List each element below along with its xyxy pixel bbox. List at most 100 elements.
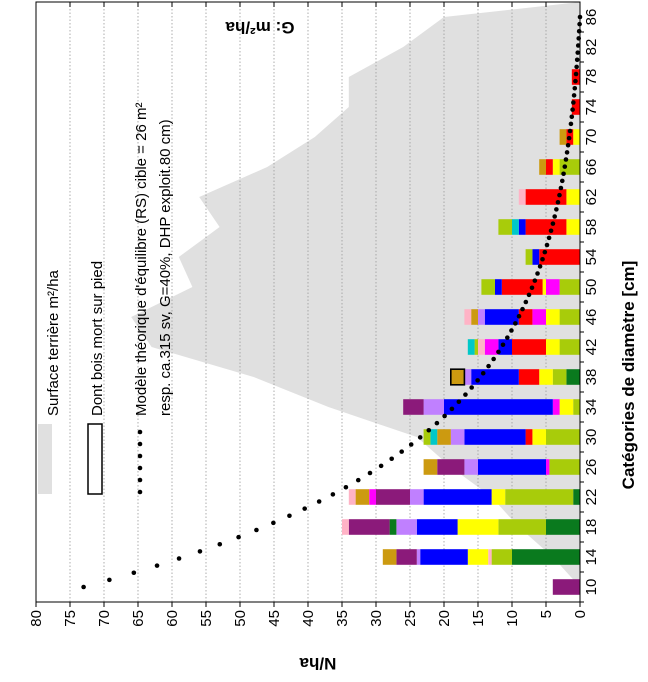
bar-segment-66 bbox=[559, 159, 580, 175]
bar-segment-14 bbox=[512, 549, 580, 565]
bar-segment-34 bbox=[444, 399, 553, 415]
model-dot bbox=[469, 385, 474, 390]
model-dot bbox=[520, 306, 525, 312]
bar-segment-38 bbox=[566, 369, 580, 385]
model-dot bbox=[575, 43, 581, 48]
model-dot bbox=[559, 178, 565, 184]
model-dot bbox=[254, 527, 259, 533]
bar-segment-26 bbox=[478, 459, 546, 475]
y-tick-label: 0 bbox=[572, 610, 589, 618]
model-dot bbox=[552, 214, 557, 219]
bar-segment-34 bbox=[573, 399, 580, 415]
x-tick-label: 10 bbox=[583, 579, 600, 596]
model-dot bbox=[442, 413, 447, 419]
bar-segment-30 bbox=[450, 429, 465, 445]
legend-model-dot bbox=[137, 489, 143, 495]
bar-segment-66 bbox=[546, 159, 553, 175]
x-tick-label: 82 bbox=[583, 39, 600, 56]
model-dot bbox=[569, 114, 575, 120]
bar-segment-70 bbox=[559, 129, 567, 145]
bar-segment-18 bbox=[498, 519, 546, 535]
model-dot bbox=[567, 128, 573, 134]
legend-model-label: Modèle théorique d'équilibre (RS) cible … bbox=[133, 103, 150, 416]
bar-segment-14 bbox=[420, 549, 468, 565]
model-dot bbox=[513, 321, 518, 326]
bar-segment-58 bbox=[566, 219, 580, 235]
y-tick-label: 5 bbox=[538, 610, 555, 618]
model-dot bbox=[236, 534, 241, 540]
y-tick-label: 70 bbox=[96, 610, 113, 627]
bar-segment-38 bbox=[518, 369, 540, 385]
y2-axis-label: G: m²/ha bbox=[225, 18, 294, 37]
bar-segment-58 bbox=[512, 219, 519, 235]
model-dot bbox=[330, 492, 336, 497]
model-dot bbox=[570, 107, 575, 112]
bar-segment-54 bbox=[539, 249, 580, 265]
model-dot bbox=[456, 399, 462, 405]
bar-segment-38 bbox=[552, 369, 567, 385]
model-dot bbox=[537, 264, 543, 269]
legend-area-label: Surface terrière m²/ha bbox=[45, 269, 62, 416]
bar-segment-46 bbox=[518, 309, 533, 325]
x-tick-label: 66 bbox=[583, 159, 600, 176]
model-dot bbox=[417, 435, 423, 440]
bar-segment-10 bbox=[552, 579, 580, 595]
x-tick-label: 46 bbox=[583, 309, 600, 326]
bar-segment-38 bbox=[464, 369, 472, 385]
model-dot bbox=[463, 392, 468, 397]
bar-segment-42 bbox=[467, 339, 475, 355]
bar-segment-18 bbox=[546, 519, 580, 535]
tick-labels: 0 5 10 15 20 25 30 35 40 45 50 55 60 65 70 75 80 10 14 18 22… bbox=[28, 2, 600, 627]
bar-segment-18 bbox=[342, 519, 349, 535]
bar-segment-78 bbox=[571, 69, 580, 85]
x-tick-label: 58 bbox=[583, 219, 600, 236]
bar-segment-38 bbox=[450, 369, 465, 385]
bar-segment-14 bbox=[382, 549, 397, 565]
bar-segment-14 bbox=[488, 549, 492, 565]
bar-segment-34 bbox=[423, 399, 444, 415]
bar-segment-58 bbox=[498, 219, 512, 235]
model-dot bbox=[197, 549, 203, 554]
legend-model-dot bbox=[137, 477, 143, 483]
bar-segment-58 bbox=[518, 219, 526, 235]
bar-segment-50 bbox=[495, 279, 502, 295]
y-tick-label: 60 bbox=[164, 610, 181, 627]
x-tick-label: 26 bbox=[583, 459, 600, 476]
y-tick-label: 20 bbox=[436, 610, 453, 627]
y-tick-label: 45 bbox=[266, 610, 283, 627]
bar-segment-22 bbox=[505, 489, 574, 505]
model-dot bbox=[557, 192, 562, 198]
x-tick-label: 50 bbox=[583, 279, 600, 296]
x-tick-label: 54 bbox=[583, 249, 600, 266]
y-tick-label: 50 bbox=[232, 610, 249, 627]
model-dot bbox=[575, 50, 581, 55]
bar-segment-30 bbox=[464, 429, 526, 445]
x-axis-label: Catégories de diamètre [cm] bbox=[619, 261, 638, 490]
model-dot bbox=[532, 278, 538, 283]
x-tick-label: 86 bbox=[583, 9, 600, 26]
model-dot bbox=[316, 499, 322, 504]
x-tick-label: 14 bbox=[583, 549, 600, 566]
model-dot bbox=[561, 171, 566, 177]
model-dot bbox=[564, 150, 570, 155]
bar-segment-30 bbox=[423, 429, 431, 445]
bar-segment-22 bbox=[491, 489, 506, 505]
model-dot bbox=[563, 157, 569, 162]
bar-segment-30 bbox=[546, 429, 580, 445]
bar-segment-54 bbox=[532, 249, 540, 265]
bar-segment-46 bbox=[532, 309, 546, 325]
y-tick-label: 35 bbox=[334, 610, 351, 627]
y-tick-label: 55 bbox=[198, 610, 215, 627]
model-dot bbox=[426, 427, 432, 433]
bar-segment-50 bbox=[559, 279, 580, 295]
y-axis-label: N/ha bbox=[299, 654, 336, 673]
legend-dead-label: Dont bois mort sur pied bbox=[89, 261, 106, 416]
model-dot bbox=[378, 463, 384, 469]
bar-segment-42 bbox=[559, 339, 580, 355]
legend-dead-swatch bbox=[87, 423, 103, 495]
bar-segment-66 bbox=[539, 159, 546, 175]
y-tick-label: 30 bbox=[368, 610, 385, 627]
model-dot bbox=[566, 135, 572, 141]
model-dot bbox=[389, 456, 394, 462]
